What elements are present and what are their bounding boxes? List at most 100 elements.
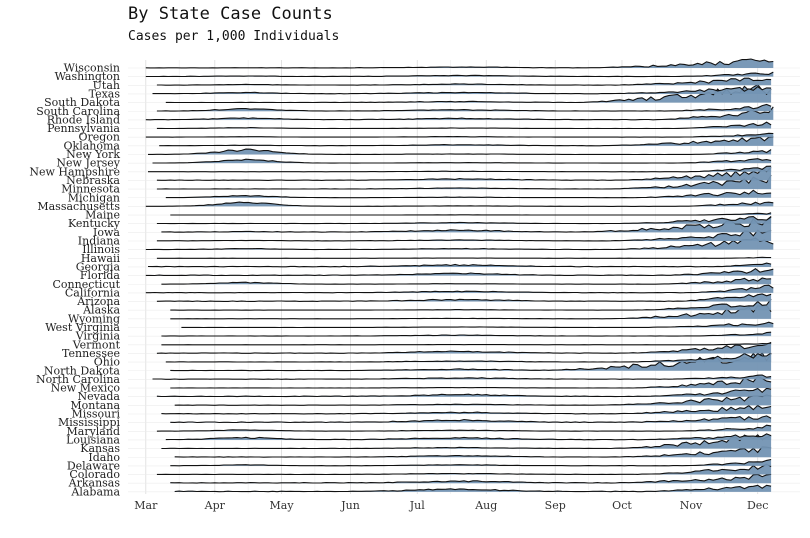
ridges (145, 58, 774, 493)
ridge-line (161, 215, 772, 233)
y-tick-label: New Hampshire (29, 165, 120, 178)
ridge-line (156, 424, 772, 432)
ridge-line (170, 351, 772, 372)
ridge-area (145, 268, 774, 276)
ridge-area (156, 78, 772, 86)
y-tick-label: Alabama (70, 485, 120, 498)
x-tick-label: Jul (409, 499, 425, 512)
y-tick-label: Georgia (76, 260, 121, 273)
ridge-line (148, 165, 772, 173)
ridge-line (152, 374, 772, 380)
ridge-area (156, 342, 772, 354)
y-tick-label: Oklahoma (64, 139, 121, 152)
ridge-area (156, 175, 772, 190)
y-tick-label: Minnesota (61, 183, 120, 196)
ridge-line (174, 394, 772, 406)
y-tick-label: Texas (89, 87, 121, 100)
ridge-line (170, 375, 772, 389)
x-tick-label: Mar (134, 499, 158, 512)
ridge-line (145, 237, 774, 251)
y-tick-label: Iowa (93, 226, 120, 239)
ridge-area (170, 352, 772, 371)
y-tick-label: Mississippi (58, 416, 120, 429)
ridge-line (174, 446, 772, 458)
y-tick-label: Colorado (69, 468, 120, 481)
y-tick-label: Ohio (94, 356, 121, 369)
ridge-line (156, 341, 772, 354)
y-tick-label: North Dakota (44, 364, 121, 377)
ridge-line (174, 484, 772, 493)
y-tick-label: Connecticut (53, 278, 121, 291)
x-tick-label: Apr (204, 499, 226, 512)
y-tick-label: Missouri (71, 408, 120, 421)
ridge-line (161, 331, 772, 337)
y-tick-label: Delaware (67, 459, 120, 472)
ridge-area (170, 298, 772, 311)
ridge-line (161, 277, 772, 285)
x-tick-label: Dec (747, 499, 769, 512)
ridge-line (156, 463, 772, 476)
x-tick-label: Oct (612, 499, 632, 512)
y-tick-label: Illinois (82, 243, 120, 256)
chart-subtitle: Cases per 1,000 Individuals (128, 29, 340, 44)
ridge-line (156, 256, 772, 259)
y-tick-label: Maine (85, 209, 120, 222)
ridge-area (161, 216, 772, 233)
ridge-line (145, 132, 774, 138)
y-tick-label: Tennessee (62, 347, 120, 360)
y-tick-label: Florida (80, 269, 121, 282)
y-tick-label: Massachusetts (37, 200, 120, 213)
ridge-line (145, 284, 774, 294)
ridge-line (165, 189, 772, 199)
ridge-line (165, 352, 772, 363)
x-axis-labels: Mar Apr May Jun Jul Aug Sep Oct Nov Dec (134, 499, 768, 512)
ridge-line (165, 83, 772, 104)
ridge-line (156, 103, 772, 112)
ridge-area (145, 59, 774, 68)
y-tick-label: Utah (93, 79, 120, 92)
ridge-area (161, 405, 772, 414)
ridge-line (161, 434, 772, 450)
ridge-line (156, 293, 772, 302)
y-tick-label: California (65, 286, 121, 299)
ridge-area (170, 305, 772, 319)
ridge-area (165, 84, 772, 103)
ridge-area (161, 434, 772, 449)
y-tick-label: Vermont (72, 338, 121, 351)
ridge-line (148, 148, 772, 156)
ridge-area (161, 278, 772, 285)
ridge-line (181, 321, 774, 329)
ridge-area (170, 415, 772, 423)
y-tick-label: Rhode Island (47, 113, 120, 126)
ridge-line (170, 304, 772, 320)
ridge-line (145, 268, 774, 277)
y-tick-label: Nevada (77, 390, 120, 403)
y-tick-label: West Virginia (45, 321, 120, 334)
y-tick-label: New Mexico (51, 382, 121, 395)
ridge-area (165, 190, 772, 198)
ridge-line (170, 415, 772, 424)
ridge-line (170, 298, 772, 311)
x-tick-label: Sep (545, 499, 566, 512)
y-tick-label: Washington (55, 70, 120, 83)
ridge-line (156, 174, 772, 190)
ridge-line (156, 167, 772, 181)
x-tick-label: May (270, 499, 295, 512)
ridge-area (145, 202, 774, 207)
ridge-area (174, 485, 772, 492)
y-tick-label: Indiana (78, 235, 121, 248)
y-tick-label: South Dakota (44, 96, 120, 109)
ridge-area (181, 322, 774, 328)
x-tick-label: Aug (474, 499, 497, 512)
ridge-line (156, 229, 772, 242)
y-tick-label: Louisiana (66, 433, 120, 446)
ridge-line (152, 86, 772, 95)
y-tick-label: New Jersey (56, 157, 120, 170)
ridge-line (156, 216, 772, 225)
ridge-line (145, 71, 774, 78)
ridge-area (148, 263, 772, 267)
ridge-line (170, 458, 772, 467)
y-tick-label: Wisconsin (64, 62, 120, 75)
ridge-line (159, 136, 774, 147)
